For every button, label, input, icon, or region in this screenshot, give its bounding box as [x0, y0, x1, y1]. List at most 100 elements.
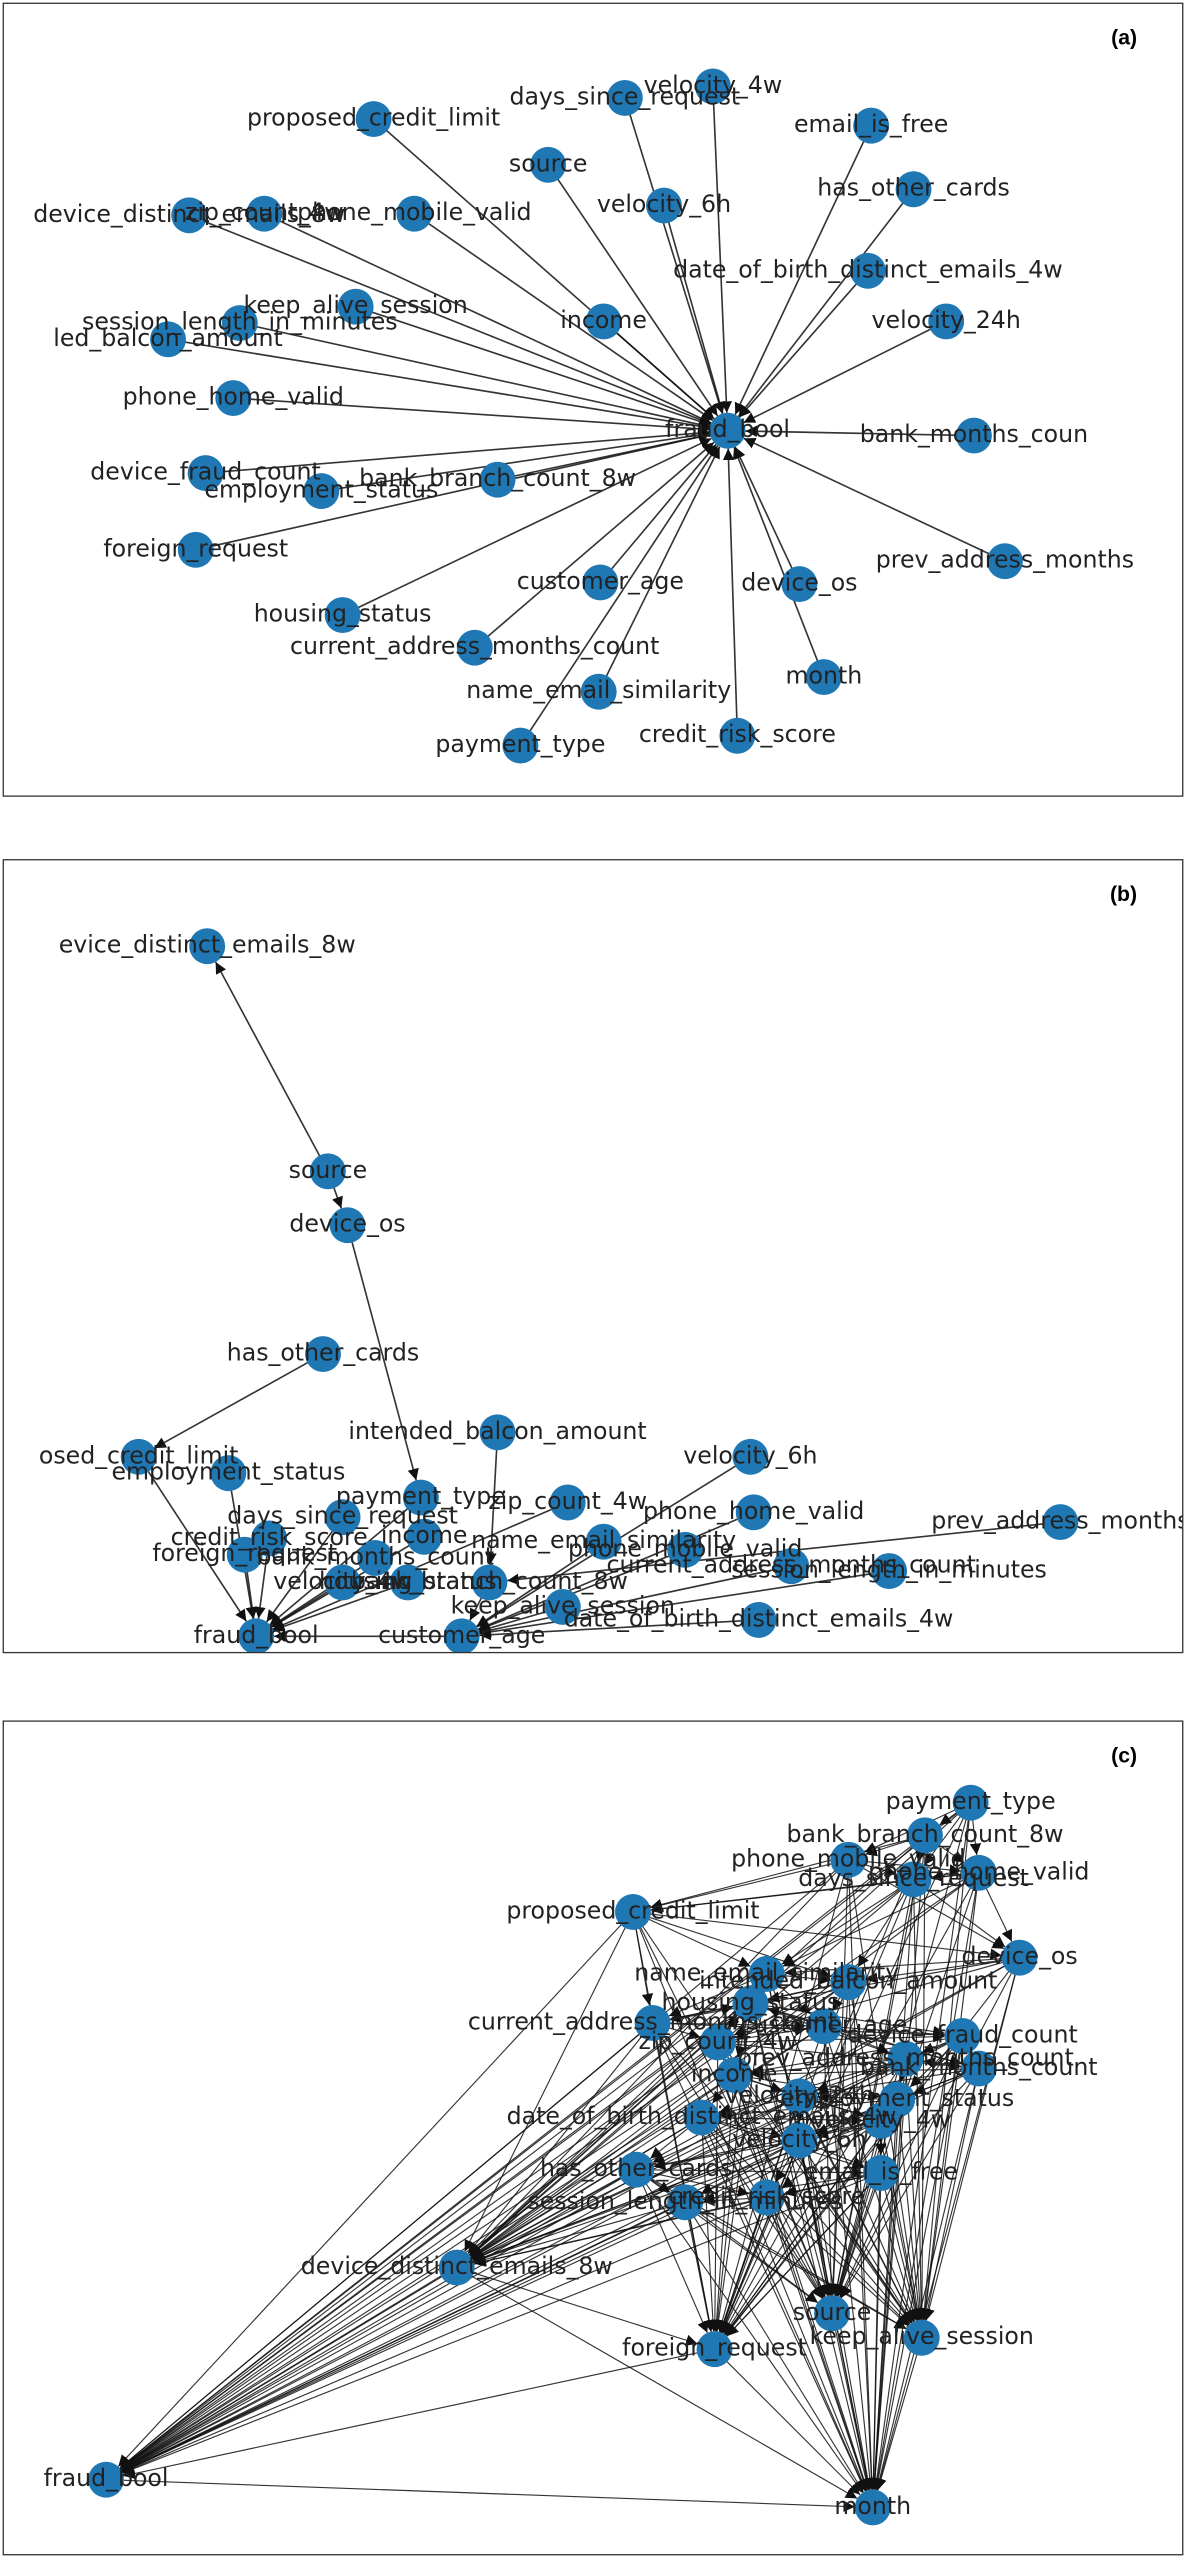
node-label: device_distinct_emails_8w [33, 200, 345, 228]
edge [472, 2035, 963, 2261]
edge [167, 338, 711, 432]
node-label: evice_distinct_emails_8w [59, 931, 356, 959]
node-label: has_other_cards [540, 2154, 733, 2182]
panel-border [2, 859, 1184, 1654]
node-label: month [785, 662, 862, 690]
node [862, 2102, 899, 2139]
node [732, 1985, 769, 2022]
node [210, 1455, 247, 1492]
edge [120, 2002, 751, 2470]
node-label: device_os [741, 569, 857, 597]
node-label: housing_status [319, 1567, 497, 1595]
node-label: name_email_similarity [471, 1526, 736, 1554]
edge [766, 2197, 909, 2327]
node [246, 195, 283, 232]
node [735, 1494, 772, 1531]
node-label: bank_branch_count_8w [351, 1567, 628, 1595]
node [502, 727, 539, 764]
node-label: velocity_6h [597, 190, 731, 218]
node-label: device_distinct_emails_8w [301, 2252, 613, 2280]
node-label: customer_age [740, 2011, 907, 2039]
edge [684, 2202, 715, 2332]
edge [413, 213, 714, 422]
node-label: phone_mobile_valid [731, 1844, 965, 1872]
node-label: employment_status [111, 1458, 345, 1486]
node-label: has_other_cards [817, 174, 1010, 202]
node [955, 417, 992, 454]
edge [700, 2139, 800, 2195]
edge [798, 2140, 913, 2323]
edge [752, 2068, 979, 2081]
node-label: current_address_months_count [468, 2007, 837, 2035]
edge [479, 1570, 890, 1638]
node [479, 461, 516, 498]
node [781, 2122, 818, 2159]
node [337, 288, 374, 325]
edge [120, 2042, 719, 2470]
node [215, 380, 252, 417]
edge [823, 2025, 945, 2040]
node [150, 321, 186, 358]
edge [720, 1879, 915, 2333]
node-label: days_since_request [798, 1864, 1029, 1892]
node [471, 1564, 508, 1601]
panel-border [2, 1720, 1184, 2556]
node [814, 2295, 850, 2332]
edge [269, 1496, 422, 1626]
node-label: session_length_in_minutes [527, 2187, 843, 2215]
node-label: intended_balcon_amount [348, 1417, 646, 1445]
edge [270, 1557, 376, 1628]
node-label: credit_risk_score [668, 2182, 865, 2210]
node-label: customer_age [378, 1621, 545, 1649]
panel-border [2, 2, 1184, 797]
node-label: source [793, 2298, 872, 2326]
node [667, 2184, 704, 2221]
node-label: device_os [961, 1942, 1077, 1970]
node-label: email_is_free [804, 2157, 958, 2185]
edge [839, 1957, 1021, 2298]
panel: fraud_bool velocity_4wdays_since_requestp… [33, 68, 1134, 764]
panel-label: (b) [1110, 883, 1137, 906]
edge [835, 1872, 980, 2297]
node [634, 2004, 671, 2041]
edge [875, 2337, 923, 2491]
node-label: led_balcon_amount [53, 324, 282, 352]
edge [477, 1511, 755, 1631]
edge [122, 2172, 882, 2475]
edge [781, 2120, 882, 2188]
edge [321, 429, 710, 492]
node-label: current_address_months_count [607, 1551, 976, 1579]
node [709, 412, 746, 449]
node [618, 2151, 655, 2188]
node-label: phone_home_valid [643, 1497, 864, 1525]
node-label: source [289, 1156, 368, 1184]
node-label: velocity_4w [273, 1567, 412, 1595]
node-label: income [560, 306, 647, 334]
node [740, 1602, 777, 1638]
node-label: foreign_request [152, 1539, 337, 1567]
edge [702, 2172, 882, 2204]
edge [456, 2267, 858, 2499]
edge [119, 1834, 926, 2470]
edge [733, 1981, 849, 2036]
node [716, 2057, 753, 2094]
edge [722, 448, 739, 736]
edge [214, 961, 329, 1172]
node-label: velocity_4w [812, 2105, 951, 2133]
edge [355, 305, 711, 427]
edge [603, 320, 715, 420]
edge [272, 1501, 569, 1630]
node-label: zip_count_4w [185, 198, 344, 226]
node-label: fraud_bool [194, 1621, 319, 1649]
node [171, 197, 208, 234]
edge [743, 437, 1006, 562]
node [854, 2489, 891, 2526]
edge [782, 1872, 980, 1967]
node [238, 1618, 275, 1653]
node [952, 1784, 989, 1821]
node [479, 1414, 516, 1451]
node [1001, 1939, 1038, 1976]
edge [766, 2197, 824, 2298]
edge [653, 2139, 800, 2171]
